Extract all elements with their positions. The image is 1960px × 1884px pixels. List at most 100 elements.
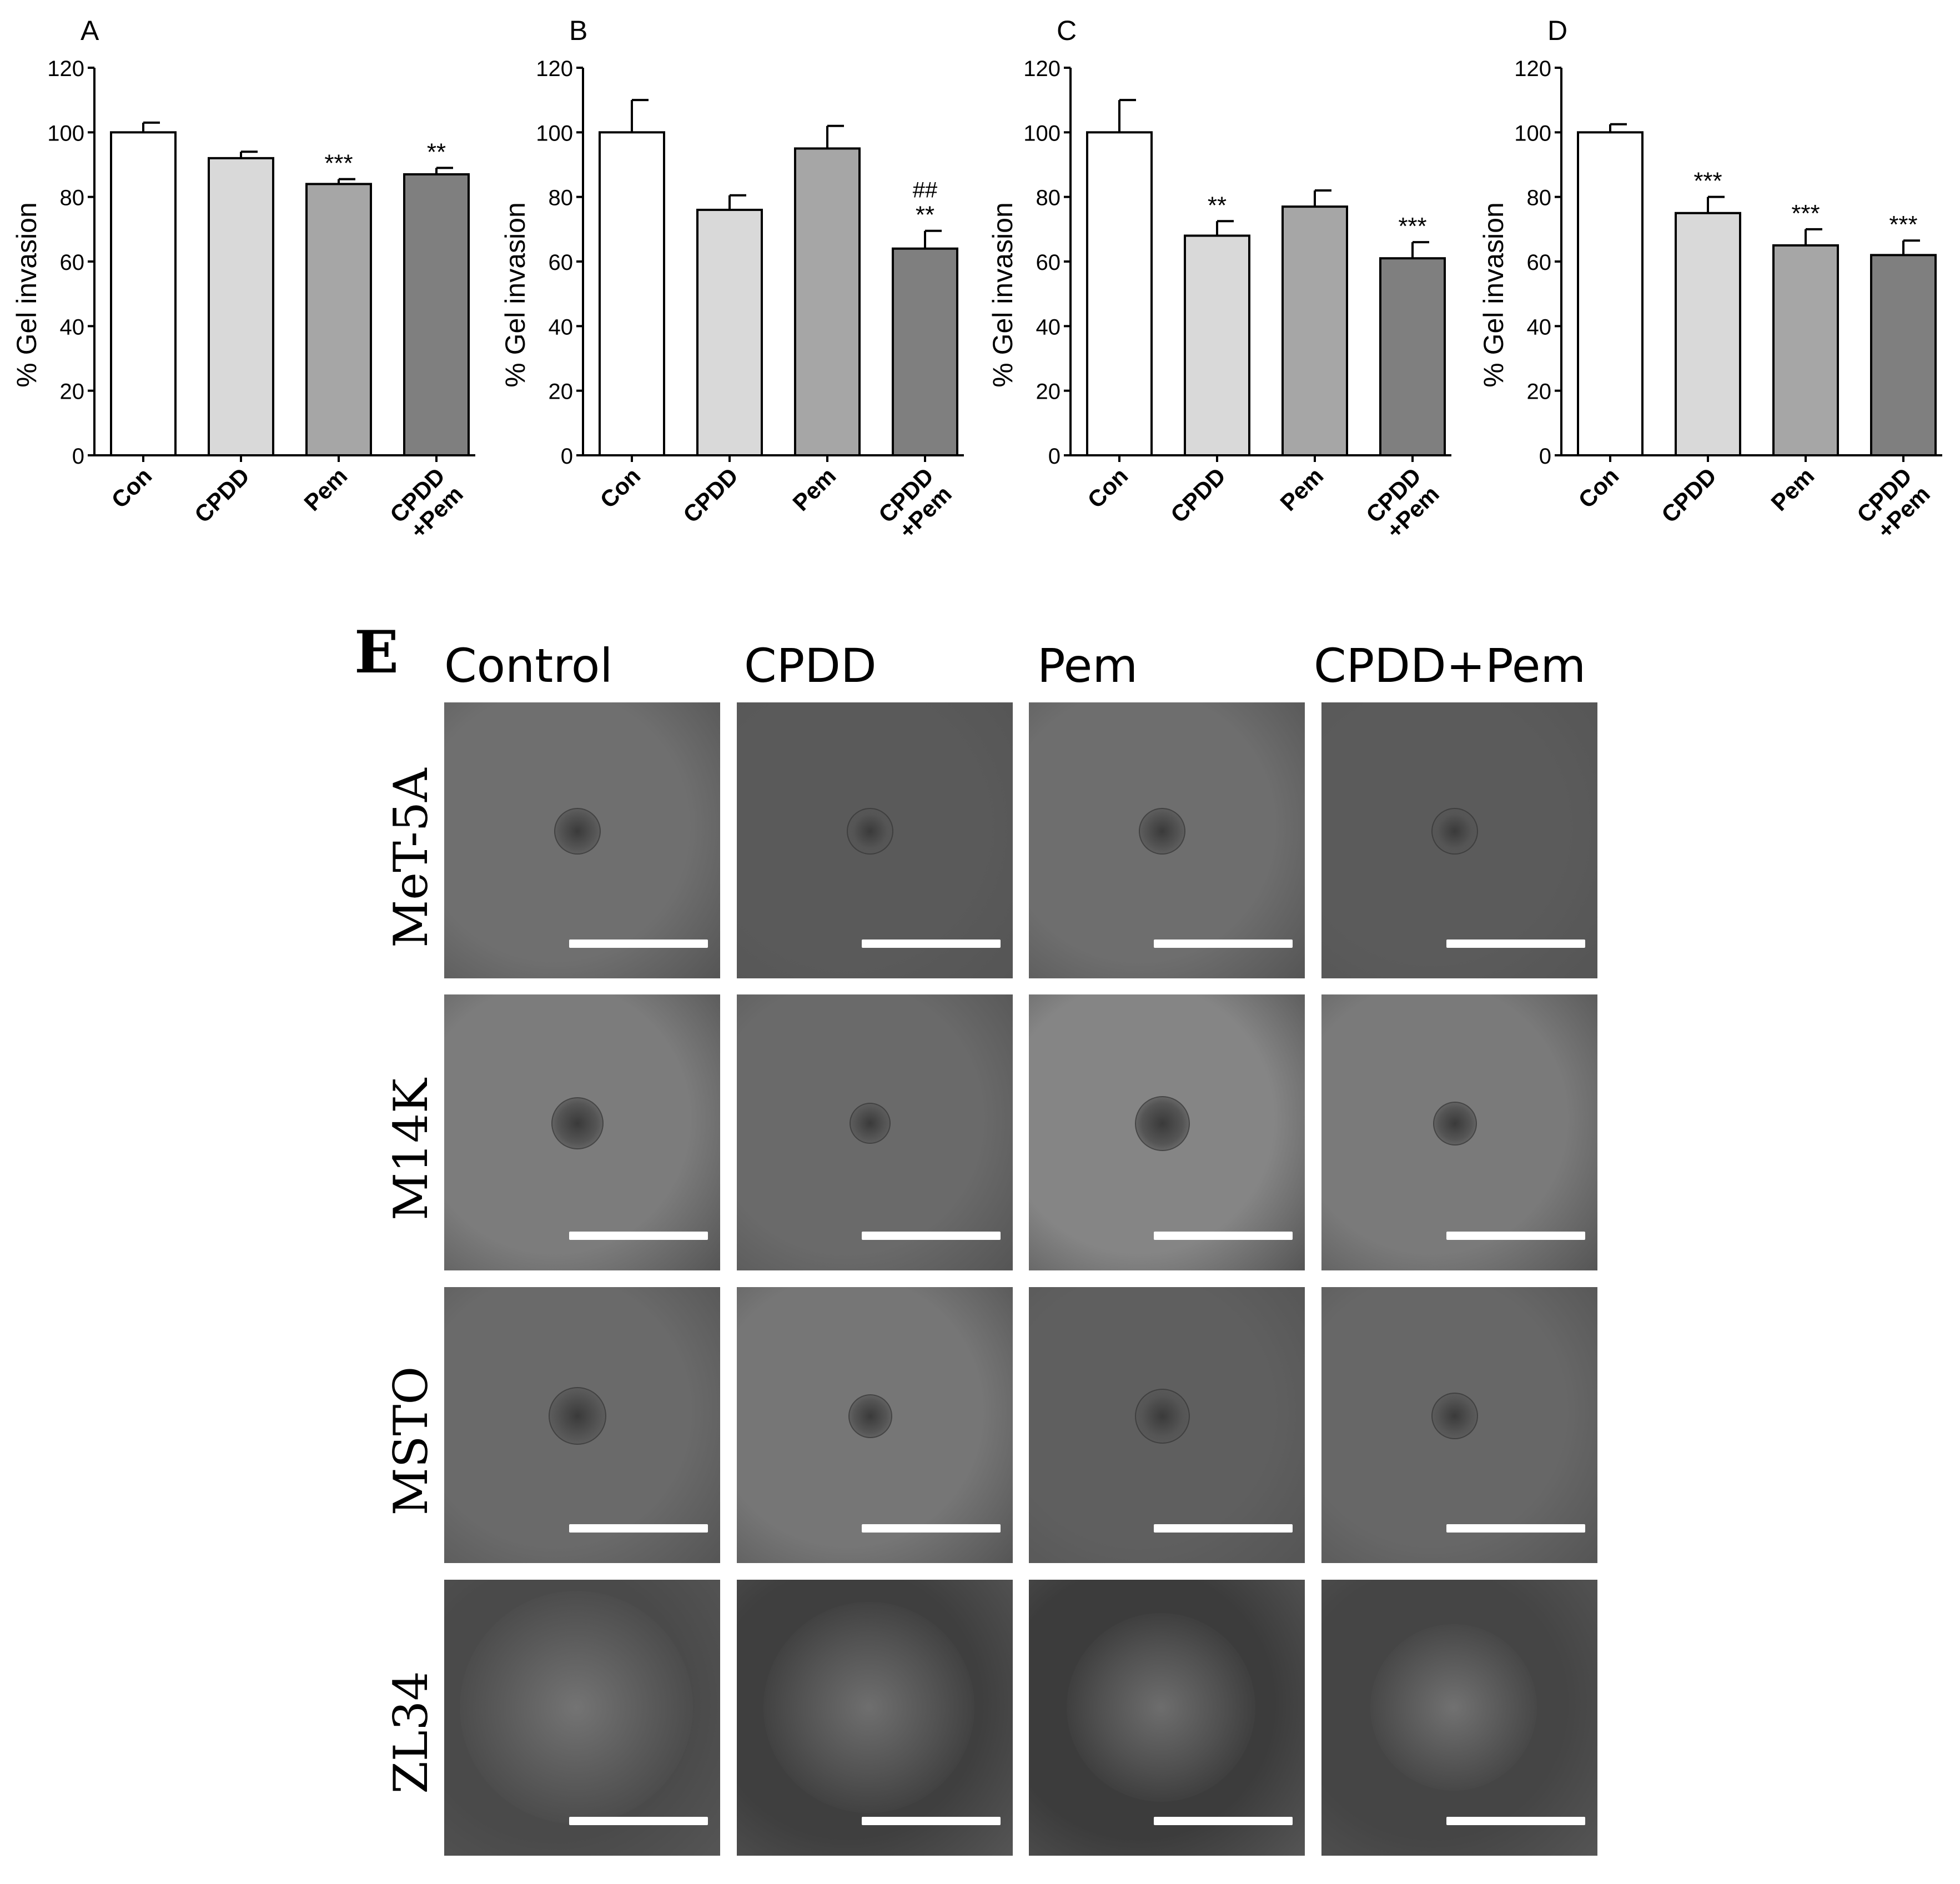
chart-panel-d: D 0 20 40 60 80 100 120 % Gel invasion Con *** CPDD… [1478,15,1942,546]
y-axis-label: % Gel invasion [1478,202,1509,388]
y-tick-label: 0 [1048,444,1061,469]
spheroid [1139,808,1185,855]
category-label: CPDD+Pem [1852,463,1935,546]
spheroid [1433,1101,1477,1146]
bar [794,147,861,456]
y-tick-label: 40 [1527,315,1552,339]
scale-bar [1446,1524,1585,1533]
panel-e-letter: E [354,617,399,686]
category-label: Con [1082,463,1133,513]
significance-label: *** [324,150,353,177]
category-label-line: Pem [1275,463,1328,516]
category-label: Con [106,463,157,513]
category-label: Con [595,463,645,513]
y-axis-label: % Gel invasion [11,202,42,388]
column-header-cpdd-pem: CPDD+Pem [1314,639,1586,693]
y-axis-label: % Gel invasion [987,202,1018,388]
significance-label: ** [1208,192,1227,219]
row-label-msto: MSTO [384,1366,438,1516]
bar [696,208,763,456]
category-label: CPDD+Pem [873,463,957,546]
spheroid [848,1394,892,1438]
row-label-met5a: MeT-5A [384,768,438,948]
category-label: CPDD [1165,463,1230,527]
y-tick-label: 0 [72,444,84,469]
bar [1086,131,1153,457]
category-label: Con [1573,463,1624,513]
category-label: Pem [787,463,841,516]
micrograph-r1-c4 [1321,702,1597,978]
micrograph-r1-c1 [444,702,720,978]
bar [1184,234,1250,456]
spheroid [460,1591,693,1824]
category-label-line: CPDD [678,463,743,527]
micrograph-r3-c2 [737,1287,1013,1563]
y-tick-label: 60 [1036,250,1061,275]
y-tick-label: 60 [549,250,574,275]
scale-bar [862,1524,1001,1533]
y-tick-label: 20 [1036,380,1061,404]
scale-bar [862,1232,1001,1240]
significance-label: ** [427,138,446,165]
y-tick-label: 120 [1514,57,1551,81]
y-tick-label: 100 [1023,121,1061,145]
y-tick-label: 100 [536,121,573,145]
category-label: Pem [1275,463,1328,516]
micrograph-r3-c1 [444,1287,720,1563]
bar [1577,131,1644,457]
category-label: CPDD [1656,463,1721,527]
micrograph-r2-c2 [737,994,1013,1270]
spheroid [1431,808,1478,855]
scale-bar [1446,1232,1585,1240]
y-tick-label: 40 [549,315,574,339]
category-label-line: Con [106,463,157,513]
bar [110,131,177,457]
significance-label: *** [1398,213,1426,240]
spheroid [1134,1388,1190,1444]
micrograph-r3-c3 [1029,1287,1305,1563]
scale-bar [1154,1232,1293,1240]
y-tick-label: 80 [1036,186,1061,210]
scale-bar [569,940,708,948]
significance-label: ** [916,202,934,229]
category-label: Pem [299,463,352,516]
category-label-line: CPDD [189,463,254,527]
spheroid [1134,1096,1190,1151]
y-tick-label: 120 [47,57,84,81]
micrograph-r1-c2 [737,702,1013,978]
bar [1281,205,1348,456]
scale-bar [1446,940,1585,948]
category-label-line: Con [1573,463,1624,513]
bar [1675,212,1741,456]
panel-letter: B [569,15,587,46]
panel-letter: A [81,15,99,46]
bar [1870,254,1937,456]
panel-letter: D [1547,15,1567,46]
spheroid [763,1602,974,1813]
category-label-line: CPDD [1165,463,1230,527]
bar [403,173,470,456]
y-tick-label: 80 [549,186,574,210]
bar [599,131,665,457]
category-label: CPDD+Pem [1361,463,1444,546]
micrograph-r2-c1 [444,994,720,1270]
spheroid [551,1097,604,1149]
category-label-line: Con [1082,463,1133,513]
spheroid [847,808,893,855]
y-tick-label: 60 [1527,250,1552,275]
scale-bar [569,1817,708,1825]
column-header-control: Control [444,639,613,693]
chart-panel-b: B 0 20 40 60 80 100 120 % Gel invasion Con CPDD Pem… [500,15,964,546]
scale-bar [862,1817,1001,1825]
category-label: CPDD [678,463,743,527]
chart-panel-c: C 0 20 40 60 80 100 120 % Gel invasion Con ** CPDD P… [987,15,1451,546]
y-tick-label: 120 [1023,57,1061,81]
category-label-line: CPDD [1656,463,1721,527]
category-label-line: Pem [787,463,841,516]
significance-label: ## [913,178,938,203]
micrograph-r4-c2 [737,1580,1013,1856]
column-header-pem: Pem [1037,639,1138,693]
y-tick-label: 0 [561,444,573,469]
y-tick-label: 100 [47,121,84,145]
